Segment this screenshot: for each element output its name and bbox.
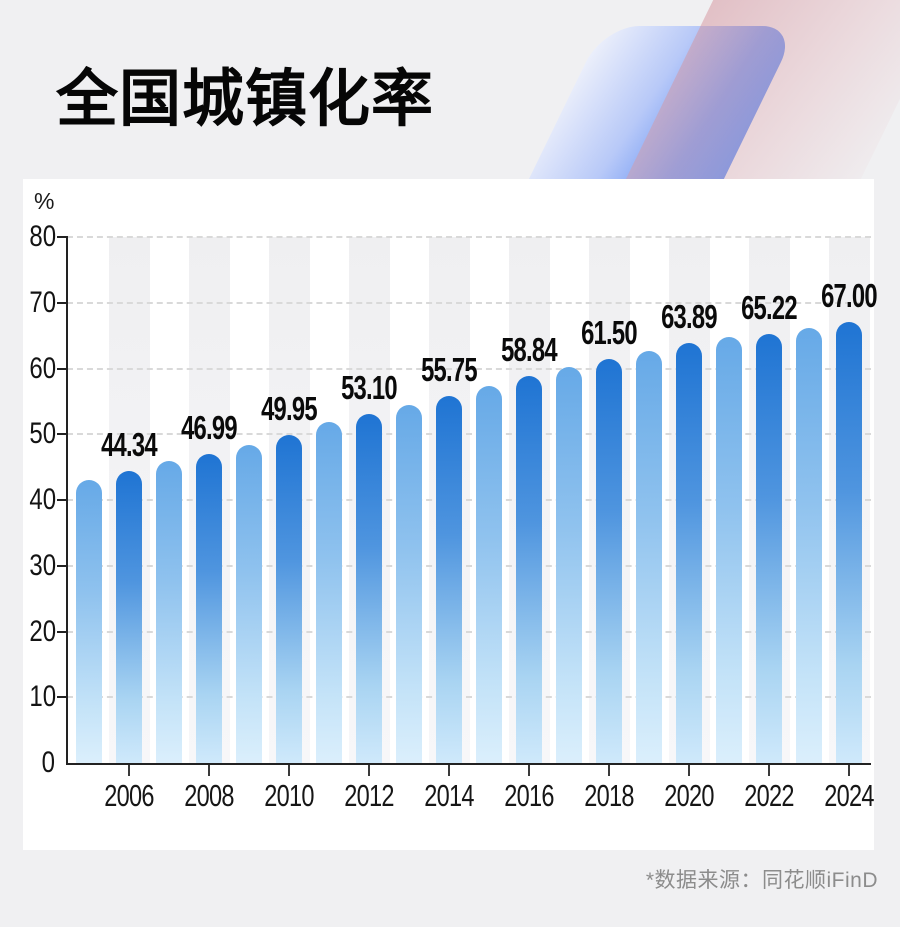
- x-axis-label-2014: 2014: [424, 778, 474, 813]
- y-axis-tick: [57, 696, 66, 699]
- y-axis-label: 0: [41, 746, 55, 779]
- x-axis-label-2012: 2012: [344, 778, 394, 813]
- x-axis-label-2018: 2018: [584, 778, 634, 813]
- gridline: [67, 564, 871, 567]
- value-label-2016: 58.84: [501, 331, 558, 369]
- bar-2014: [436, 396, 462, 763]
- gridline: [67, 499, 871, 501]
- gridline: [67, 696, 871, 699]
- x-axis-tick-2014: [448, 765, 450, 776]
- y-axis-label: 30: [29, 548, 57, 582]
- x-axis-tick-2024: [848, 765, 850, 776]
- value-label-2024: 67.00: [821, 277, 878, 315]
- data-source-note: *数据来源：同花顺iFinD: [645, 869, 878, 892]
- bar-2006: [116, 471, 142, 763]
- y-axis-line: [66, 236, 68, 765]
- y-axis-tick: [57, 564, 66, 567]
- x-axis-tick-2022: [768, 765, 770, 776]
- x-axis-label-2020: 2020: [664, 778, 714, 813]
- y-axis-tick: [57, 630, 66, 633]
- gridline: [67, 367, 871, 370]
- x-axis-line: [66, 763, 871, 765]
- bar-2016: [516, 376, 542, 763]
- bar-2009: [236, 445, 262, 763]
- y-axis-label: 50: [29, 417, 57, 451]
- value-label-2022: 65.22: [741, 289, 798, 327]
- y-axis-label: 60: [29, 351, 57, 385]
- x-axis-label-2006: 2006: [104, 778, 154, 813]
- x-axis-label-2008: 2008: [184, 778, 234, 813]
- x-axis-tick-2012: [368, 765, 370, 776]
- bar-2024: [836, 322, 862, 763]
- x-axis-tick-2016: [528, 765, 530, 776]
- bar-2017: [556, 366, 582, 763]
- y-axis-label: 40: [29, 483, 57, 516]
- y-axis-label: 80: [29, 220, 57, 253]
- bar-2011: [316, 422, 342, 763]
- value-label-2014: 55.75: [421, 351, 478, 389]
- gridline: [67, 433, 871, 436]
- bar-chart: 0 10 20 30 40 50 60 70 80 44.34 2006 46.99 2008 49.95…: [23, 179, 877, 850]
- y-axis-tick: [57, 499, 66, 501]
- gridline: [67, 630, 871, 633]
- x-axis-tick-2006: [128, 765, 130, 776]
- bar-2007: [156, 461, 182, 763]
- chart-card: % 0 10 20 30 40 50 60 70 80 44.34 2006 46.99 2008 49.…: [23, 179, 878, 850]
- bar-2018: [596, 358, 622, 763]
- y-axis-unit-label: %: [34, 188, 55, 214]
- y-axis-tick: [57, 236, 66, 238]
- y-axis-tick: [57, 301, 66, 304]
- x-axis-tick-2008: [208, 765, 210, 776]
- y-axis-tick: [57, 433, 66, 436]
- y-axis-tick: [57, 367, 66, 370]
- bar-2022: [756, 334, 782, 763]
- bar-2023: [796, 327, 822, 763]
- x-axis-label-2024: 2024: [824, 778, 874, 813]
- x-axis-tick-2010: [288, 765, 290, 776]
- x-axis-label-2022: 2022: [744, 778, 794, 813]
- bar-2010: [276, 434, 302, 763]
- bar-2021: [716, 337, 742, 763]
- x-axis-tick-2018: [608, 765, 610, 776]
- bar-2012: [356, 413, 382, 763]
- bar-2005: [76, 480, 102, 763]
- gridline: [67, 301, 871, 304]
- bar-2008: [196, 454, 222, 763]
- x-axis-tick-2020: [688, 765, 690, 776]
- value-label-2010: 49.95: [261, 389, 318, 427]
- value-label-2008: 46.99: [181, 409, 238, 447]
- page-title: 全国城镇化率: [56, 65, 435, 134]
- y-axis-label: 70: [29, 285, 57, 319]
- value-label-2018: 61.50: [581, 313, 638, 351]
- x-axis-label-2016: 2016: [504, 778, 554, 813]
- y-axis-label: 10: [29, 680, 57, 714]
- gridline: [67, 236, 871, 238]
- bar-2013: [396, 404, 422, 763]
- value-label-2020: 63.89: [661, 297, 718, 335]
- value-label-2012: 53.10: [341, 368, 398, 406]
- bar-2015: [476, 386, 502, 763]
- y-axis-label: 20: [29, 614, 57, 648]
- bar-2019: [636, 350, 662, 763]
- bar-2020: [676, 342, 702, 763]
- x-axis-label-2010: 2010: [264, 778, 314, 813]
- value-label-2006: 44.34: [101, 426, 158, 464]
